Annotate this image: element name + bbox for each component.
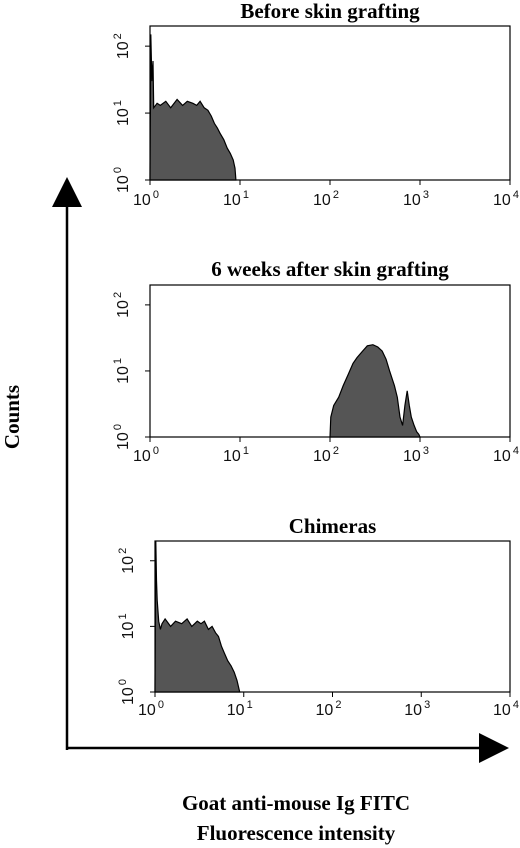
panel-title-before: Before skin grafting (240, 0, 420, 23)
y-tick-label: 102 (117, 548, 137, 574)
y-tick-label: 102 (112, 292, 132, 318)
x-axis-title-line2: Fluorescence intensity (197, 821, 396, 845)
x-tick-label: 10 1 (223, 189, 249, 209)
x-tick-label: 10 4 (493, 189, 519, 209)
x-tick-label: 10 1 (223, 445, 249, 465)
y-tick-label: 101 (117, 613, 137, 639)
x-tick-label: 10 4 (493, 445, 519, 465)
histogram-panel-6-weeks: 6 weeks after skin grafting 10 0 10 1 10 2 10 3 1… (112, 257, 519, 465)
panel-title-chimeras: Chimeras (289, 514, 377, 538)
plot-frame (149, 284, 511, 438)
x-tick-label: 10 4 (493, 699, 519, 719)
y-tick-label: 100 (112, 424, 132, 450)
histogram-panel-before: Before skin grafting 10 0 10 1 10 2 10 3 10 4 100 10… (112, 0, 519, 209)
y-tick-label: 102 (112, 33, 132, 59)
x-tick-label: 10 2 (313, 445, 339, 465)
panel-title-6-weeks: 6 weeks after skin grafting (211, 257, 449, 281)
y-tick-label: 100 (112, 167, 132, 193)
y-tick-label: 100 (117, 679, 137, 705)
x-tick-label: 10 2 (313, 189, 339, 209)
x-tick-label: 10 3 (404, 699, 430, 719)
y-axis-title: Counts (0, 385, 24, 449)
histogram-area-6-weeks (329, 344, 421, 438)
x-axis-title-line1: Goat anti-mouse Ig FITC (182, 791, 410, 815)
x-tick-label: 10 1 (227, 699, 253, 719)
histogram-panel-chimeras: Chimeras 10 0 10 1 10 2 10 3 10 4 100 101 102 (117, 514, 519, 719)
x-tick-label: 10 0 (133, 445, 159, 465)
x-tick-label: 10 0 (133, 189, 159, 209)
x-tick-label: 10 3 (403, 189, 429, 209)
x-tick-label: 10 3 (403, 445, 429, 465)
histogram-area-chimeras (154, 540, 241, 693)
y-tick-label: 101 (112, 358, 132, 384)
x-tick-label: 10 0 (138, 699, 164, 719)
histogram-area-before (149, 34, 237, 181)
x-tick-label: 10 2 (316, 699, 342, 719)
y-tick-label: 101 (112, 100, 132, 126)
